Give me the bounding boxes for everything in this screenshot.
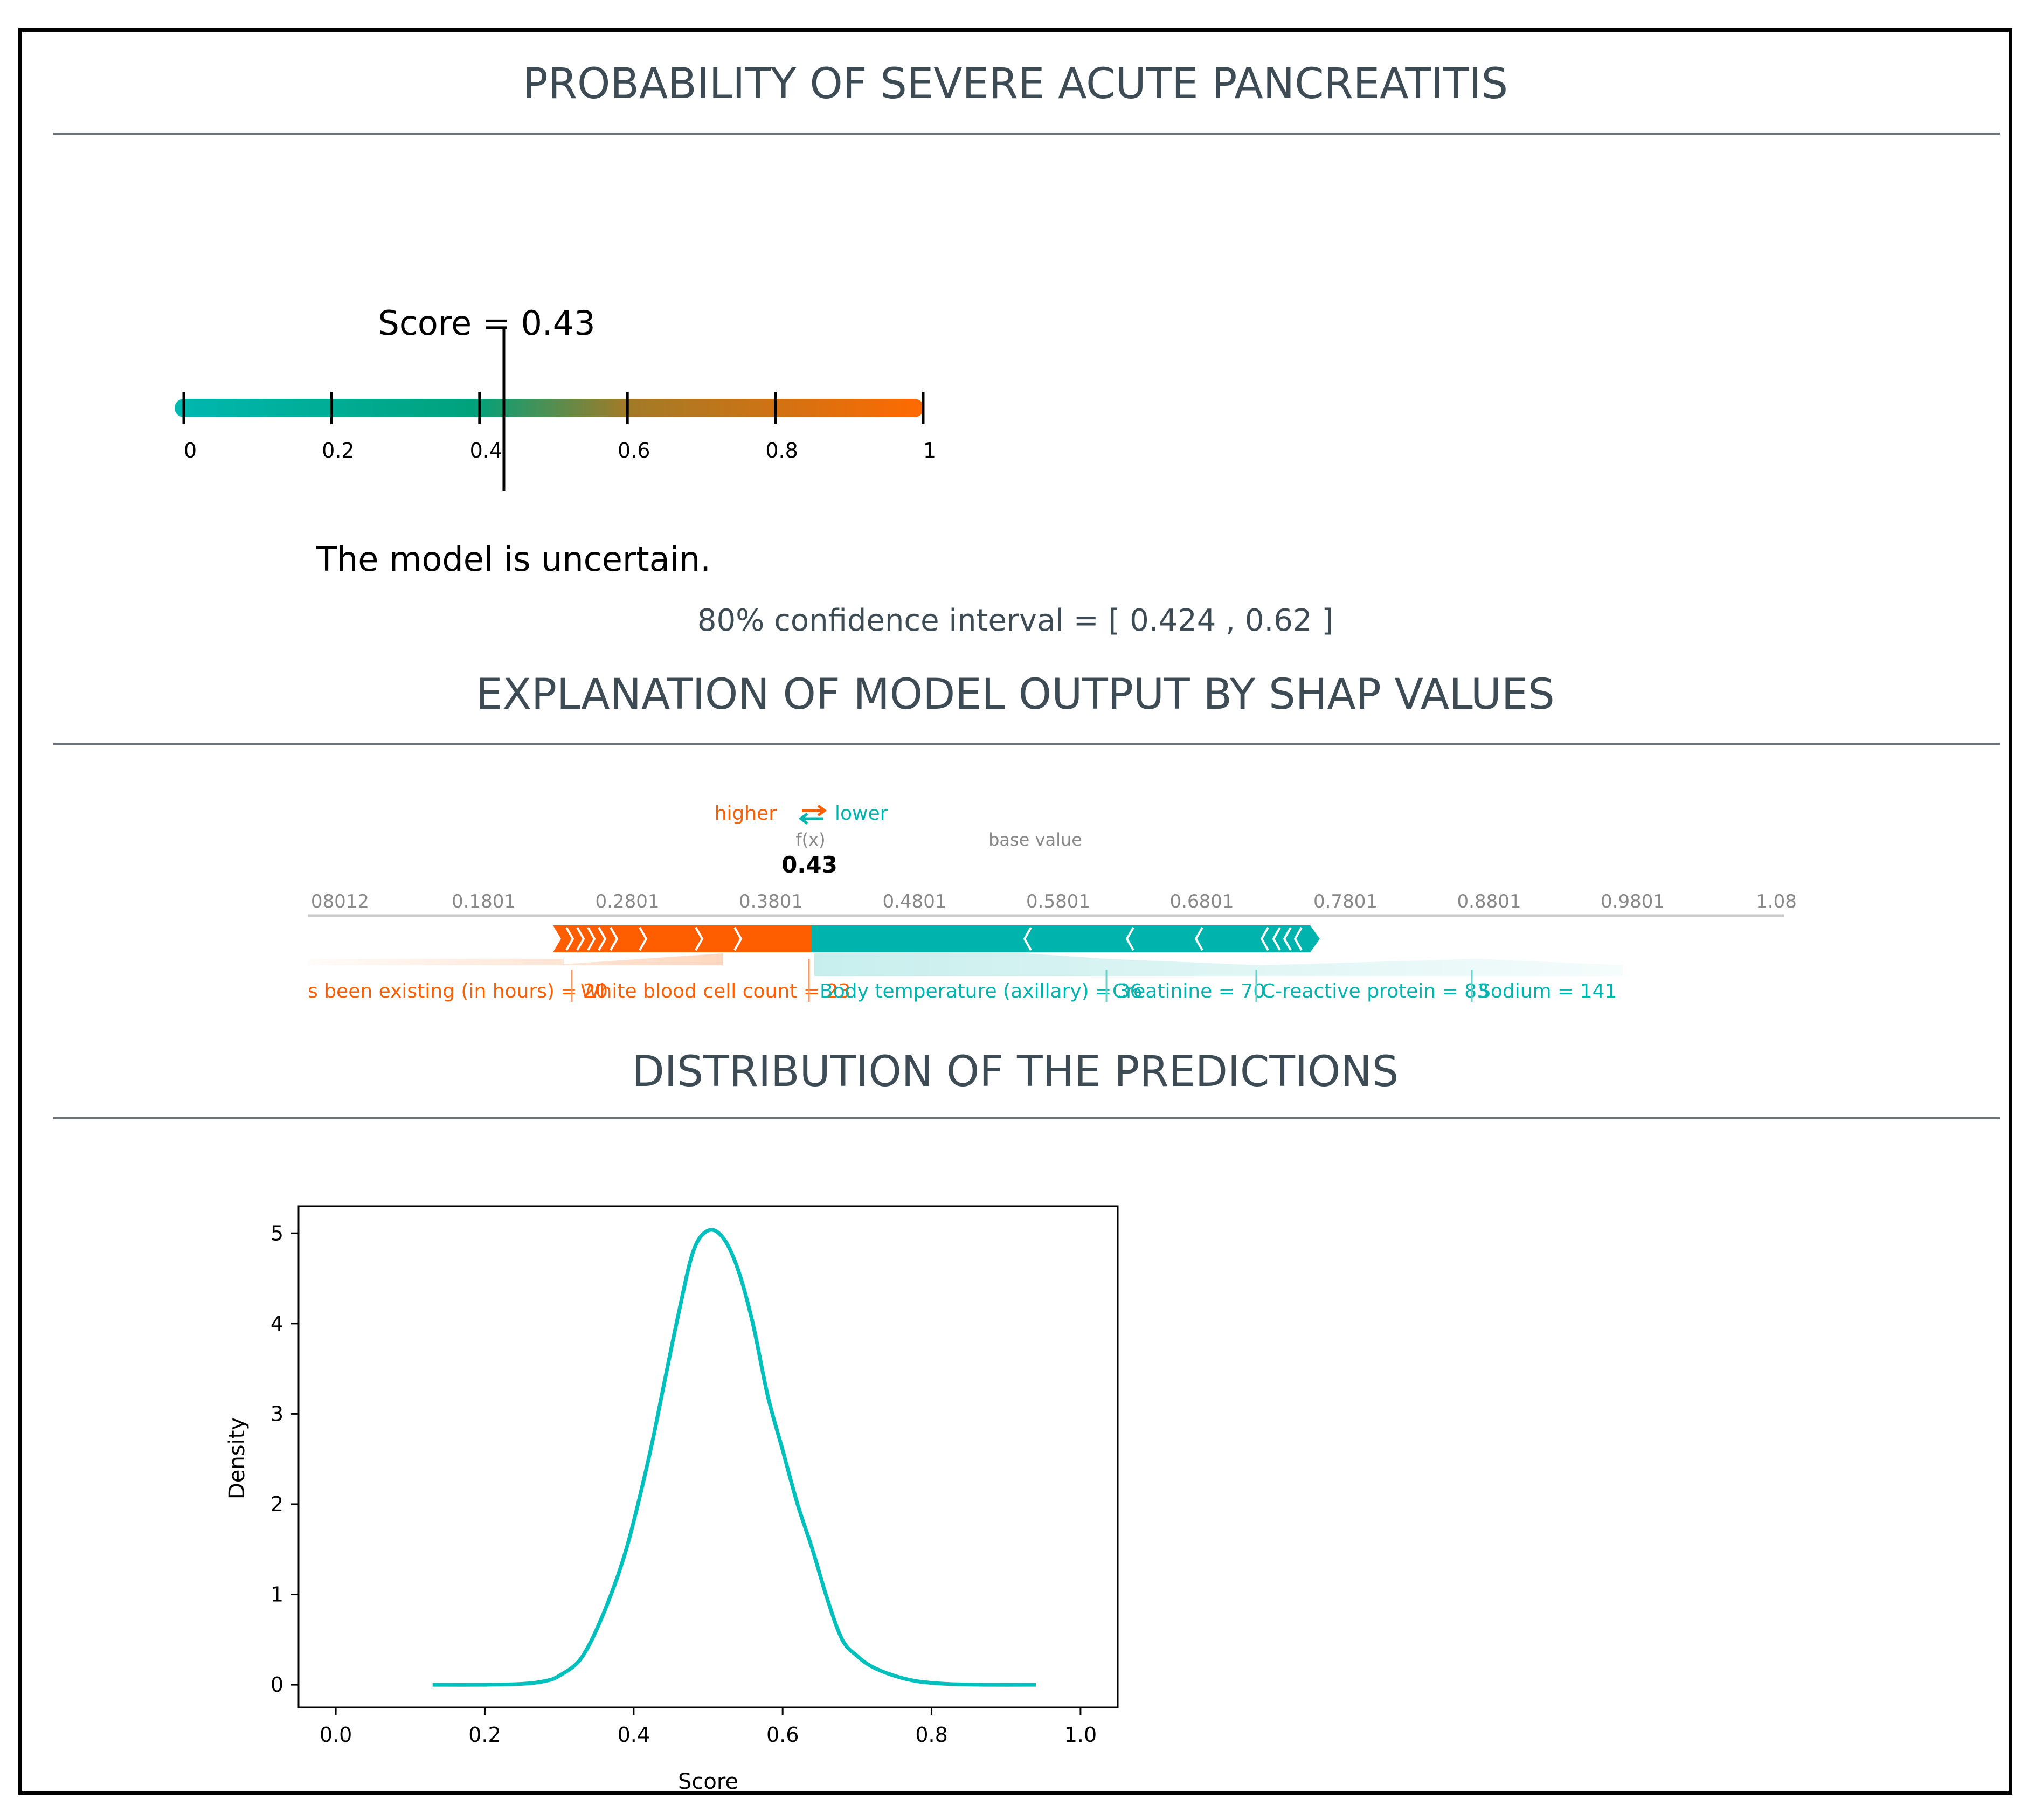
shap-section-rule	[53, 743, 2000, 745]
shap-lower-bar	[812, 925, 1320, 952]
shap-feature-creatinine: Creatinine = 70	[1112, 980, 1265, 1002]
distribution-section-title: DISTRIBUTION OF THE PREDICTIONS	[632, 1048, 1399, 1096]
shap-feature-body-temperature: Body temperature (axillary) = 36	[820, 980, 1143, 1002]
shap-axis-tick-label: 0.6801	[1170, 891, 1234, 912]
density-y-tick-label: 1	[271, 1583, 283, 1607]
density-series-line	[432, 1228, 1036, 1687]
gauge-tick-label: 0	[184, 439, 197, 462]
gauge-tick-label: 0.6	[618, 439, 650, 462]
density-x-tick-label: 0.4	[618, 1723, 650, 1747]
density-y-tick-label: 4	[271, 1312, 283, 1335]
shap-axis-ticks: 08012 0.1801 0.2801 0.3801 0.4801 0.5801 0.680…	[311, 891, 1797, 912]
probability-section-title: PROBABILITY OF SEVERE ACUTE PANCREATITIS	[522, 60, 1508, 108]
density-x-tick-label: 0.0	[320, 1723, 352, 1747]
density-x-ticks: 0.0 0.2 0.4 0.6 0.8 1.0	[320, 1707, 1097, 1747]
gauge-tick-label: 0.2	[322, 439, 354, 462]
shap-axis-tick-label: 1.08	[1756, 891, 1797, 912]
fx-label: f(x)	[795, 829, 825, 850]
shap-legend-higher: higher	[715, 802, 777, 825]
shap-legend-lower: lower	[835, 802, 888, 825]
shap-lower-dividers	[1105, 970, 1473, 1002]
score-gauge-bar	[175, 399, 924, 417]
shap-feature-duration: s been existing (in hours) = 20	[308, 980, 608, 1002]
swap-arrows-icon	[798, 805, 827, 825]
shap-axis-tick-label: 08012	[311, 891, 369, 912]
shap-force-plot: higher lower f(x) base value 0.43 08012 0…	[308, 802, 1797, 1002]
density-y-tick-label: 5	[271, 1221, 283, 1245]
density-x-axis-label: Score	[678, 1769, 738, 1789]
shap-higher-bar	[553, 925, 812, 952]
shap-axis-tick-label: 0.2801	[596, 891, 660, 912]
density-y-tick-label: 2	[271, 1492, 283, 1516]
shap-lower-chevrons	[1023, 927, 1303, 951]
shap-axis-tick-label: 0.8801	[1457, 891, 1521, 912]
density-y-ticks: 0 1 2 3 4 5	[271, 1221, 299, 1697]
density-plot-area	[297, 1205, 1119, 1708]
shap-feature-sodium: Sodium = 141	[1478, 980, 1617, 1002]
density-y-tick-label: 0	[271, 1673, 283, 1697]
density-y-tick-label: 3	[271, 1402, 283, 1425]
shap-axis-tick-label: 0.3801	[739, 891, 803, 912]
density-x-tick-label: 0.8	[915, 1723, 947, 1747]
shap-feature-c-reactive-protein: C-reactive protein = 83	[1262, 980, 1489, 1002]
score-label: Score = 0.43	[378, 303, 595, 343]
shap-higher-fade	[308, 953, 723, 965]
density-x-tick-label: 0.2	[468, 1723, 501, 1747]
probability-section-rule	[53, 133, 2000, 135]
shap-axis-tick-label: 0.7801	[1313, 891, 1378, 912]
gauge-tick-label: 1	[923, 439, 936, 462]
density-x-tick-label: 0.6	[766, 1723, 799, 1747]
model-uncertain-message: The model is uncertain.	[316, 539, 711, 579]
shap-axis-tick-label: 0.4801	[883, 891, 947, 912]
score-gauge-ticks: 0 0.2 0.4 0.6 0.8 1	[182, 392, 936, 462]
shap-higher-chevrons	[565, 927, 743, 951]
confidence-interval: 80% confidence interval = [ 0.424 , 0.62…	[697, 603, 1334, 638]
dashboard-frame: PROBABILITY OF SEVERE ACUTE PANCREATITIS…	[18, 28, 2012, 1795]
density-chart: 0.0 0.2 0.4 0.6 0.8 1.0 0 1 2 3 4 5 Score Density	[225, 1205, 1119, 1789]
shap-lower-fade	[814, 953, 1623, 976]
shap-feature-white-blood-cell: White blood cell count = 23	[580, 980, 850, 1002]
fx-value: 0.43	[781, 852, 837, 878]
base-value-label: base value	[988, 829, 1082, 850]
gauge-tick-label: 0.8	[765, 439, 798, 462]
score-gauge: Score = 0.43 0 0.2 0.4 0.6 0.8 1 The model is…	[175, 303, 936, 579]
shap-higher-dividers	[571, 959, 810, 1002]
distribution-section-rule	[53, 1117, 2000, 1119]
shap-axis-tick-label: 0.5801	[1026, 891, 1090, 912]
density-x-tick-label: 1.0	[1064, 1723, 1097, 1747]
shap-axis-tick-label: 0.9801	[1601, 891, 1665, 912]
shap-section-title: EXPLANATION OF MODEL OUTPUT BY SHAP VALU…	[476, 670, 1555, 719]
density-y-axis-label: Density	[225, 1417, 250, 1499]
gauge-tick-label: 0.4	[470, 439, 502, 462]
shap-axis-tick-label: 0.1801	[452, 891, 516, 912]
